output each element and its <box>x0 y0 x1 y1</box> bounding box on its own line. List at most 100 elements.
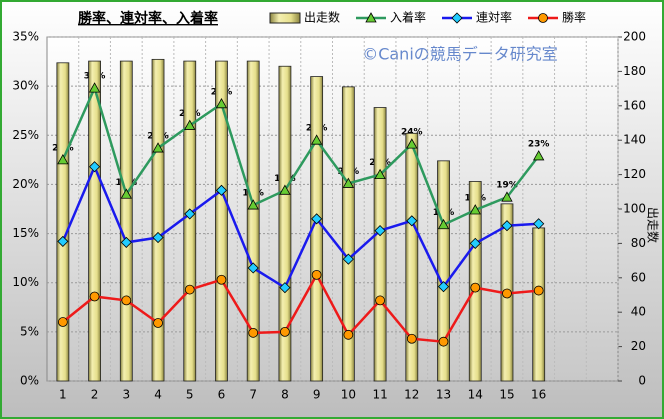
marker <box>152 142 164 153</box>
y-tick-label: 0% <box>20 374 39 388</box>
marker <box>342 253 354 265</box>
marker <box>248 327 259 338</box>
y2-axis-label: 出走数 <box>646 207 661 243</box>
x-tick-label: 10 <box>341 388 356 402</box>
x-tick-label: 8 <box>281 388 289 402</box>
bar <box>119 60 133 382</box>
x-tick-label: 9 <box>313 388 321 402</box>
marker <box>57 317 68 327</box>
x-tick-label: 12 <box>404 388 419 402</box>
chart-title: 勝率、連対率、入着率 <box>78 10 218 27</box>
bar <box>341 86 355 382</box>
marker <box>406 215 418 227</box>
marker <box>311 269 322 280</box>
marker <box>215 98 228 109</box>
marker <box>247 262 259 274</box>
marker <box>279 184 291 195</box>
y2-tick-label: 80 <box>631 236 646 250</box>
marker <box>153 318 163 328</box>
marker <box>88 82 101 93</box>
legend-label: 入着率 <box>390 10 426 25</box>
marker <box>311 213 323 225</box>
x-tick-label: 3 <box>122 388 130 402</box>
x-tick-label: 1 <box>59 388 67 402</box>
marker <box>279 282 291 294</box>
bar <box>468 181 482 382</box>
bar <box>532 227 546 382</box>
marker <box>406 138 418 149</box>
legend-swatch <box>269 12 301 24</box>
marker <box>375 295 385 306</box>
marker <box>469 237 481 249</box>
data-label: 23% <box>528 139 550 149</box>
bar <box>183 60 197 382</box>
marker <box>533 285 544 296</box>
marker <box>533 218 545 230</box>
marker <box>437 281 450 293</box>
bar <box>246 60 260 382</box>
marker <box>538 13 548 23</box>
y2-tick-label: 0 <box>638 374 646 388</box>
marker <box>57 154 69 165</box>
y-tick-label: 20% <box>12 177 39 191</box>
x-tick-label: 2 <box>91 388 99 402</box>
y-tick-label: 30% <box>12 79 39 93</box>
marker <box>374 168 386 180</box>
x-tick-label: 14 <box>468 388 483 402</box>
marker <box>184 119 196 130</box>
marker <box>365 12 377 23</box>
y-tick-label: 15% <box>12 226 39 240</box>
marker <box>89 291 100 302</box>
bar <box>56 62 70 382</box>
marker <box>374 225 386 237</box>
x-tick-label: 4 <box>154 388 162 402</box>
x-tick-label: 6 <box>218 388 226 402</box>
x-tick-label: 13 <box>436 388 451 402</box>
bar <box>88 60 101 382</box>
x-tick-label: 11 <box>372 388 387 402</box>
y-tick-label: 10% <box>12 275 39 289</box>
marker <box>343 329 354 340</box>
y-tick-label: 25% <box>12 128 39 142</box>
marker <box>406 333 417 344</box>
y2-tick-label: 120 <box>623 167 646 181</box>
y2-tick-label: 200 <box>623 30 646 44</box>
marker <box>120 236 132 248</box>
marker <box>469 204 481 215</box>
marker <box>89 161 101 173</box>
data-label: 24% <box>401 128 423 138</box>
line <box>61 163 539 290</box>
legend-label: 出走数 <box>304 10 340 25</box>
bar <box>215 60 228 382</box>
bar <box>278 65 292 382</box>
marker <box>438 336 449 347</box>
marker <box>184 284 195 295</box>
marker <box>533 150 545 161</box>
marker <box>501 191 513 202</box>
legend-label: 勝率 <box>562 10 586 25</box>
marker <box>215 184 228 196</box>
y2-tick-label: 60 <box>631 270 646 284</box>
marker <box>216 274 227 285</box>
marker <box>470 282 481 293</box>
x-tick-label: 7 <box>249 388 257 402</box>
bar <box>437 160 450 382</box>
bar <box>405 132 419 382</box>
marker <box>342 177 355 188</box>
marker <box>120 188 132 199</box>
marker <box>502 288 512 299</box>
bar <box>310 76 324 382</box>
y-tick-label: 5% <box>20 324 39 338</box>
marker <box>57 235 69 247</box>
line <box>62 272 539 344</box>
bar <box>151 58 165 382</box>
x-tick-label: 15 <box>499 388 514 402</box>
y2-tick-label: 20 <box>631 339 646 353</box>
y2-tick-label: 180 <box>623 64 646 78</box>
marker <box>451 12 463 24</box>
marker <box>437 218 450 230</box>
bar <box>373 107 387 382</box>
y2-tick-label: 100 <box>623 202 646 216</box>
y2-tick-label: 140 <box>623 133 646 147</box>
